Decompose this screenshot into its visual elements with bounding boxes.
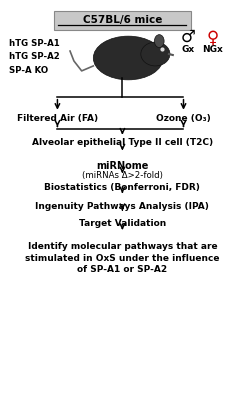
Text: Ingenuity Pathways Analysis (IPA): Ingenuity Pathways Analysis (IPA) [36, 202, 209, 211]
Ellipse shape [154, 35, 164, 48]
Text: Gx: Gx [182, 44, 195, 54]
Text: ♂: ♂ [181, 28, 196, 46]
Text: ♀: ♀ [207, 29, 219, 47]
Text: miRNome: miRNome [96, 161, 148, 171]
Text: Filtered Air (FA): Filtered Air (FA) [17, 114, 98, 123]
Text: hTG SP-A1
hTG SP-A2
SP-A KO: hTG SP-A1 hTG SP-A2 SP-A KO [9, 39, 60, 74]
Text: Target Validation: Target Validation [79, 219, 166, 228]
Text: Identify molecular pathways that are
stimulated in OxS under the influence
of SP: Identify molecular pathways that are sti… [25, 242, 220, 274]
Ellipse shape [141, 42, 170, 66]
FancyBboxPatch shape [54, 11, 191, 30]
Ellipse shape [93, 36, 163, 80]
Text: NGx: NGx [202, 44, 223, 54]
Text: C57BL/6 mice: C57BL/6 mice [83, 15, 162, 25]
Text: Alveolar epithelial Type II cell (T2C): Alveolar epithelial Type II cell (T2C) [32, 138, 213, 148]
Text: Ozone (O₃): Ozone (O₃) [156, 114, 211, 123]
Text: Biostatistics (Bonferroni, FDR): Biostatistics (Bonferroni, FDR) [44, 183, 200, 192]
Text: (miRNAs Δ>2-fold): (miRNAs Δ>2-fold) [82, 171, 163, 180]
